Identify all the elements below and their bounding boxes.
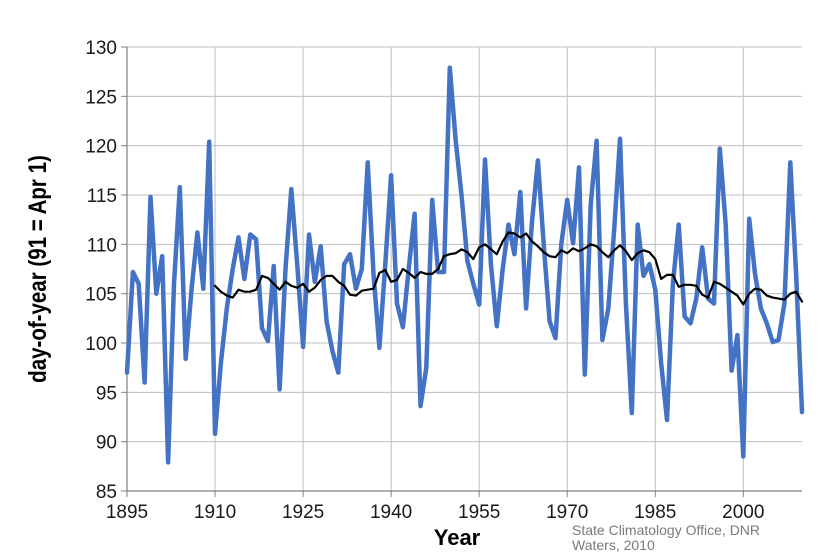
x-tick-label: 1955 xyxy=(458,502,500,523)
x-tick-labels: 1895 1910 1925 1940 1955 1970 1985 2000 xyxy=(106,502,765,523)
credit-line-1: State Climatology Office, DNR xyxy=(572,522,760,538)
y-tick-label: 95 xyxy=(96,383,117,404)
x-tick-label: 1910 xyxy=(194,502,236,523)
x-tick-label: 2000 xyxy=(722,502,764,523)
y-tick-label: 90 xyxy=(96,433,117,454)
y-tick-label: 125 xyxy=(85,87,117,108)
x-tick-label: 1895 xyxy=(106,502,148,523)
credit-line-2: Waters, 2010 xyxy=(572,537,655,553)
y-tick-label: 85 xyxy=(96,482,117,503)
y-axis-title: day-of-year (91 = Apr 1) xyxy=(23,155,51,383)
x-tick-label: 1925 xyxy=(282,502,324,523)
y-tick-label: 110 xyxy=(87,235,117,256)
y-tick-labels: 85 90 95 100 105 110 115 120 125 130 xyxy=(85,38,117,503)
x-tick-label: 1940 xyxy=(370,502,412,523)
x-tick-label: 1970 xyxy=(546,502,588,523)
y-tick-label: 115 xyxy=(87,186,117,207)
y-tick-label: 100 xyxy=(85,334,117,355)
series-lines xyxy=(124,65,805,465)
y-tick-label: 120 xyxy=(85,137,117,158)
series-line-annual xyxy=(124,65,805,465)
axes xyxy=(121,46,802,497)
x-axis-title: Year xyxy=(434,525,481,550)
x-tick-label: 1985 xyxy=(634,502,676,523)
y-tick-label: 130 xyxy=(85,38,117,59)
y-tick-label: 105 xyxy=(85,285,117,306)
series-line-moving-average xyxy=(213,231,804,306)
